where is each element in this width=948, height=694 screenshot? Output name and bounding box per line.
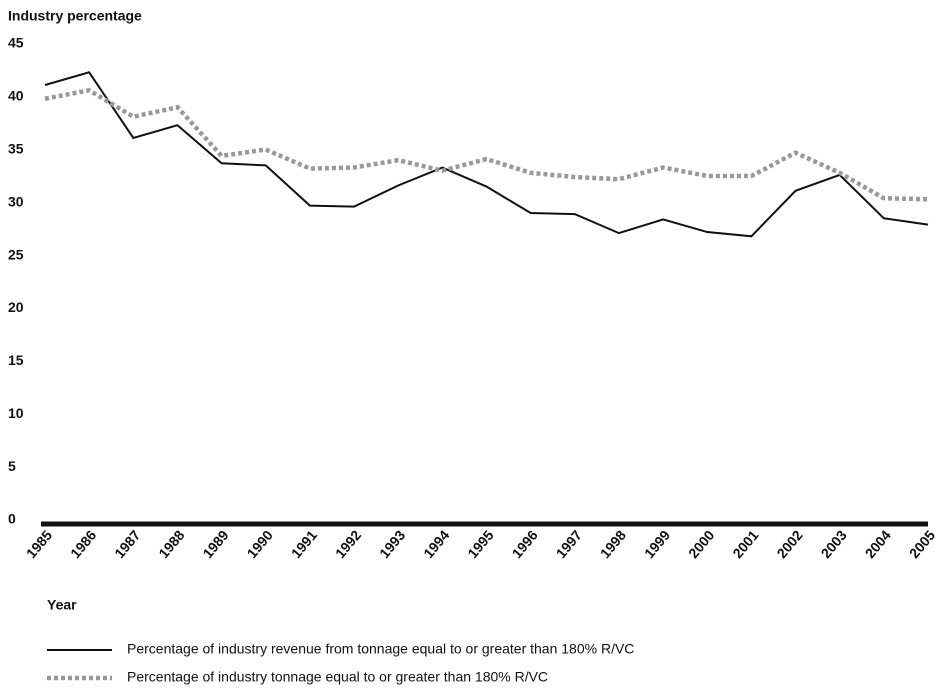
x-tick-label: 2004 — [862, 527, 894, 561]
x-tick-label: 1995 — [464, 527, 496, 561]
legend-label: Percentage of industry tonnage equal to … — [127, 669, 548, 685]
x-tick-label: 1991 — [288, 527, 320, 561]
x-tick-label: 1988 — [155, 527, 187, 561]
x-tick-label: 1990 — [244, 527, 276, 561]
y-tick-label: 0 — [8, 511, 16, 527]
x-tick-label: 1986 — [67, 527, 99, 561]
x-tick-label: 1997 — [553, 527, 585, 561]
x-tick-label: 2005 — [906, 527, 938, 561]
x-tick-label: 1992 — [332, 527, 364, 561]
y-tick-label: 10 — [8, 405, 24, 421]
x-tick-label: 2001 — [729, 527, 761, 561]
y-tick-label: 5 — [8, 458, 16, 474]
x-axis-title: Year — [47, 597, 77, 613]
legend-label: Percentage of industry revenue from tonn… — [127, 641, 634, 657]
y-axis-title: Industry percentage — [8, 8, 142, 24]
y-tick-label: 45 — [8, 35, 24, 51]
y-tick-label: 35 — [8, 140, 24, 156]
x-tick-label: 1985 — [23, 527, 55, 561]
y-tick-label: 30 — [8, 193, 24, 209]
x-tick-label: 2000 — [685, 527, 717, 561]
y-tick-label: 15 — [8, 352, 24, 368]
x-tick-label: 1996 — [509, 527, 541, 561]
y-tick-label: 20 — [8, 299, 24, 315]
series-line — [44, 71, 929, 238]
x-tick-label: 1994 — [420, 527, 452, 561]
y-tick-label: 40 — [8, 88, 24, 104]
x-tick-label: 1993 — [376, 527, 408, 561]
x-tick-label: 1998 — [597, 527, 629, 561]
x-tick-label: 1987 — [111, 527, 143, 561]
x-tick-label: 2002 — [773, 527, 805, 561]
series-line — [44, 87, 929, 202]
x-tick-label: 1989 — [199, 527, 231, 561]
x-tick-label: 2003 — [818, 527, 850, 561]
y-tick-label: 25 — [8, 246, 24, 262]
x-tick-label: 1999 — [641, 527, 673, 561]
